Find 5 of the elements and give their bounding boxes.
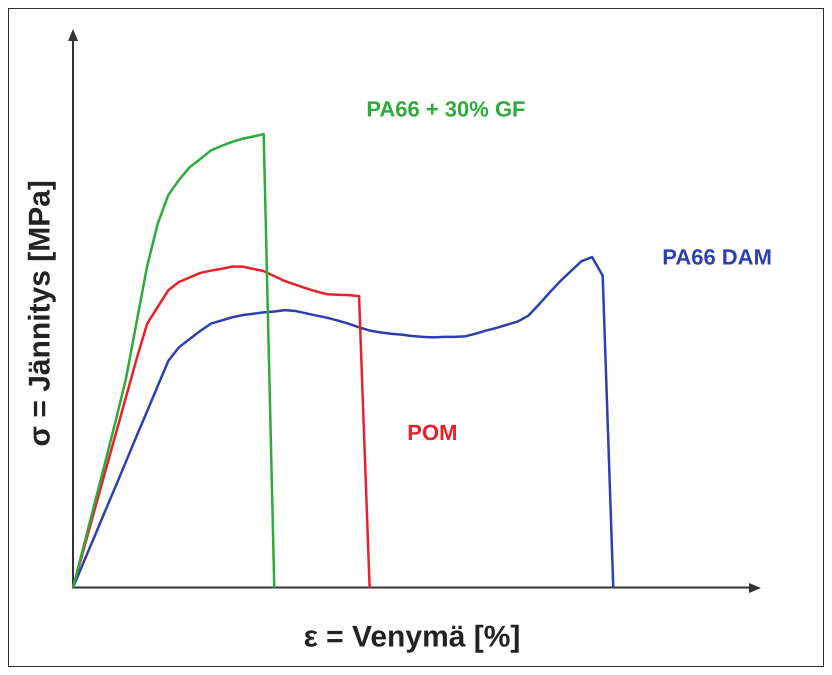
x-axis-title: ε = Venymä [%] (304, 620, 520, 654)
text: PA66 + 30% GF (366, 96, 526, 122)
series-label: POM (407, 420, 458, 446)
y-axis-title: σ = Jännitys [MPa] (23, 180, 56, 447)
text: PA66 DAM (662, 244, 772, 270)
